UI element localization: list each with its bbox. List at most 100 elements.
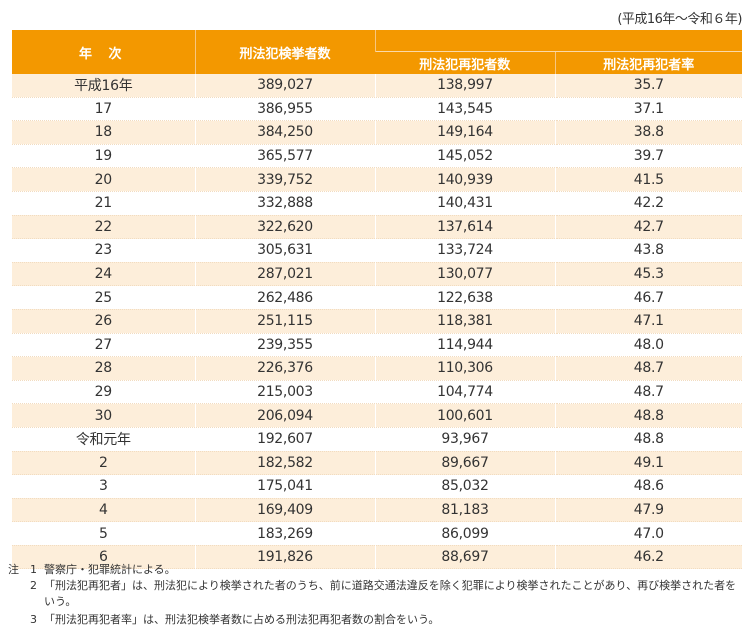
table-row: 23 305,631 133,724 43.8 — [12, 238, 742, 263]
table-row: 5 183,269 86,099 47.0 — [12, 521, 742, 546]
cell-repeat-count: 81,183 — [374, 498, 555, 523]
cell-repeat-count: 143,545 — [374, 97, 555, 122]
cell-repeat-rate: 47.1 — [554, 309, 742, 334]
note-item: 2 「刑法犯再犯者」は、刑法犯により検挙された者のうち、前に道路交通法違反を除く… — [8, 578, 743, 610]
cell-repeat-count: 145,052 — [374, 144, 555, 169]
cell-year: 6 — [12, 545, 195, 570]
cell-year: 令和元年 — [12, 427, 195, 452]
cell-repeat-rate: 43.8 — [554, 238, 742, 263]
note-item: 注 1 警察庁・犯罪統計による。 — [8, 562, 743, 578]
cell-year: 2 — [12, 451, 195, 476]
cell-repeat-rate: 47.9 — [554, 498, 742, 523]
table-row: 令和元年 192,607 93,967 48.8 — [12, 427, 742, 452]
cell-arrests: 262,486 — [194, 285, 375, 310]
cell-year: 28 — [12, 356, 195, 381]
cell-repeat-count: 137,614 — [374, 215, 555, 240]
cell-arrests: 175,041 — [194, 474, 375, 499]
table-row: 20 339,752 140,939 41.5 — [12, 167, 742, 192]
cell-year: 5 — [12, 521, 195, 546]
cell-arrests: 384,250 — [194, 120, 375, 145]
period-label: (平成16年～令和６年) — [617, 12, 742, 27]
cell-arrests: 339,752 — [194, 167, 375, 192]
cell-year: 24 — [12, 262, 195, 287]
header-arrests: 刑法犯検挙者数 — [194, 30, 375, 74]
cell-repeat-rate: 48.0 — [554, 333, 742, 358]
cell-repeat-rate: 49.1 — [554, 451, 742, 476]
table-row: 29 215,003 104,774 48.7 — [12, 380, 742, 405]
cell-arrests: 206,094 — [194, 403, 375, 428]
cell-repeat-rate: 48.7 — [554, 356, 742, 381]
cell-repeat-rate: 38.8 — [554, 120, 742, 145]
table-row: 2 182,582 89,667 49.1 — [12, 451, 742, 476]
notes: 注 1 警察庁・犯罪統計による。 2 「刑法犯再犯者」は、刑法犯により検挙された… — [8, 562, 743, 628]
table-row: 17 386,955 143,545 37.1 — [12, 97, 742, 122]
cell-year: 18 — [12, 120, 195, 145]
note-label: 注 — [8, 563, 19, 576]
note-item: 3 「刑法犯再犯者率」は、刑法犯検挙者数に占める刑法犯再犯者数の割合をいう。 — [8, 612, 743, 628]
note-text: 警察庁・犯罪統計による。 — [44, 563, 176, 576]
cell-arrests: 386,955 — [194, 97, 375, 122]
cell-arrests: 183,269 — [194, 521, 375, 546]
cell-arrests: 226,376 — [194, 356, 375, 381]
cell-arrests: 191,826 — [194, 545, 375, 570]
table-row: 19 365,577 145,052 39.7 — [12, 144, 742, 169]
cell-repeat-rate: 47.0 — [554, 521, 742, 546]
cell-year: 19 — [12, 144, 195, 169]
cell-year: 17 — [12, 97, 195, 122]
cell-repeat-rate: 48.8 — [554, 403, 742, 428]
cell-arrests: 239,355 — [194, 333, 375, 358]
cell-repeat-rate: 42.2 — [554, 191, 742, 216]
cell-year: 27 — [12, 333, 195, 358]
cell-repeat-rate: 35.7 — [554, 74, 742, 98]
cell-repeat-count: 140,939 — [374, 167, 555, 192]
cell-year: 平成16年 — [12, 74, 195, 98]
table-row: 4 169,409 81,183 47.9 — [12, 498, 742, 523]
cell-repeat-rate: 42.7 — [554, 215, 742, 240]
cell-year: 25 — [12, 285, 195, 310]
cell-repeat-rate: 46.7 — [554, 285, 742, 310]
table-row: 27 239,355 114,944 48.0 — [12, 333, 742, 358]
table-header: 年 次 刑法犯検挙者数 刑法犯再犯者数 刑法犯再犯者率 — [12, 30, 742, 74]
cell-repeat-rate: 48.7 — [554, 380, 742, 405]
cell-year: 3 — [12, 474, 195, 499]
cell-repeat-count: 140,431 — [374, 191, 555, 216]
cell-repeat-rate: 45.3 — [554, 262, 742, 287]
cell-arrests: 169,409 — [194, 498, 375, 523]
header-repeat-count: 刑法犯再犯者数 — [375, 51, 555, 74]
cell-repeat-count: 149,164 — [374, 120, 555, 145]
table-row: 6 191,826 88,697 46.2 — [12, 545, 742, 570]
cell-arrests: 182,582 — [194, 451, 375, 476]
cell-repeat-rate: 48.6 — [554, 474, 742, 499]
cell-repeat-count: 110,306 — [374, 356, 555, 381]
table-row: 30 206,094 100,601 48.8 — [12, 403, 742, 428]
note-number: 3 — [30, 613, 37, 626]
cell-repeat-count: 89,667 — [374, 451, 555, 476]
cell-repeat-rate: 41.5 — [554, 167, 742, 192]
note-text: 「刑法犯再犯者率」は、刑法犯検挙者数に占める刑法犯再犯者数の割合をいう。 — [44, 613, 440, 626]
table-body: 平成16年 389,027 138,997 35.7 17 386,955 143,545 3… — [12, 74, 742, 570]
cell-repeat-count: 133,724 — [374, 238, 555, 263]
cell-year: 21 — [12, 191, 195, 216]
table-row: 28 226,376 110,306 48.7 — [12, 356, 742, 381]
cell-repeat-count: 114,944 — [374, 333, 555, 358]
recidivism-table: 年 次 刑法犯検挙者数 刑法犯再犯者数 刑法犯再犯者率 平成16年 389,027… — [12, 30, 742, 570]
table-row: 平成16年 389,027 138,997 35.7 — [12, 74, 742, 98]
note-text: 「刑法犯再犯者」は、刑法犯により検挙された者のうち、前に道路交通法違反を除く犯罪… — [44, 579, 737, 608]
header-repeat-rate: 刑法犯再犯者率 — [554, 51, 742, 74]
table-row: 22 322,620 137,614 42.7 — [12, 215, 742, 240]
cell-year: 26 — [12, 309, 195, 334]
cell-repeat-count: 86,099 — [374, 521, 555, 546]
cell-year: 23 — [12, 238, 195, 263]
cell-repeat-count: 118,381 — [374, 309, 555, 334]
cell-year: 30 — [12, 403, 195, 428]
cell-repeat-count: 104,774 — [374, 380, 555, 405]
cell-repeat-count: 93,967 — [374, 427, 555, 452]
table-row: 21 332,888 140,431 42.2 — [12, 191, 742, 216]
cell-year: 29 — [12, 380, 195, 405]
cell-arrests: 287,021 — [194, 262, 375, 287]
cell-year: 22 — [12, 215, 195, 240]
cell-repeat-rate: 46.2 — [554, 545, 742, 570]
cell-arrests: 192,607 — [194, 427, 375, 452]
cell-repeat-rate: 39.7 — [554, 144, 742, 169]
header-year: 年 次 — [12, 30, 195, 74]
